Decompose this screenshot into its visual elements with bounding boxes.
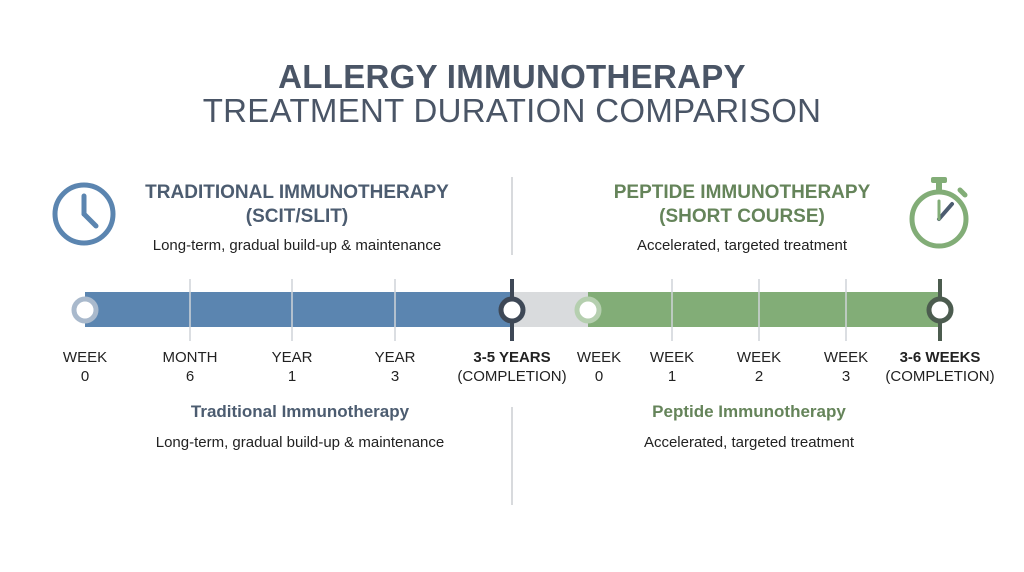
- title-line-1: ALLERGY IMMUNOTHERAPY: [278, 58, 746, 95]
- peptide-label-1: WEEK 1: [649, 349, 695, 385]
- peptide-heading-line-1: PEPTIDE IMMUNOTHERAPY: [613, 182, 871, 203]
- peptide-bottom-title: Peptide Immunotherapy: [652, 402, 846, 421]
- divider-top: [511, 177, 513, 255]
- title-line-2: TREATMENT DURATION COMPARISON: [202, 92, 822, 129]
- clock-icon: [52, 182, 116, 246]
- peptide-start-marker: [574, 296, 602, 324]
- stopwatch-icon: [909, 177, 969, 249]
- traditional-heading-line-1: TRADITIONAL IMMUNOTHERAPY: [145, 182, 449, 203]
- traditional-label-0: WEEK 0: [62, 349, 108, 385]
- peptide-bar: [588, 292, 940, 327]
- traditional-heading-line-2: (SCIT/SLIT): [245, 206, 349, 227]
- peptide-heading-line-2: (SHORT COURSE): [659, 206, 825, 227]
- traditional-bottom-description: Long-term, gradual build-up & maintenanc…: [155, 434, 445, 451]
- peptide-end-marker: [926, 296, 954, 324]
- traditional-label-2: YEAR 1: [271, 349, 313, 385]
- traditional-start-marker: [71, 296, 99, 324]
- peptide-label-2: WEEK 2: [736, 349, 782, 385]
- peptide-label-3: WEEK 3: [823, 349, 869, 385]
- traditional-bottom-title: Traditional Immunotherapy: [190, 402, 410, 421]
- timeline-chart: [71, 279, 954, 341]
- divider-bottom: [511, 407, 513, 505]
- traditional-description: Long-term, gradual build-up & maintenanc…: [152, 237, 442, 254]
- traditional-label-1: MONTH 6: [162, 349, 218, 385]
- traditional-label-3: YEAR 3: [374, 349, 416, 385]
- traditional-label-completion: 3-5 YEARS (COMPLETION): [457, 349, 567, 385]
- peptide-description: Accelerated, targeted treatment: [636, 237, 848, 254]
- peptide-bottom-description: Accelerated, targeted treatment: [643, 434, 855, 451]
- peptide-label-0: WEEK 0: [576, 349, 622, 385]
- traditional-bar: [85, 292, 512, 327]
- traditional-end-marker: [498, 296, 526, 324]
- peptide-label-completion: 3-6 WEEKS (COMPLETION): [885, 349, 995, 385]
